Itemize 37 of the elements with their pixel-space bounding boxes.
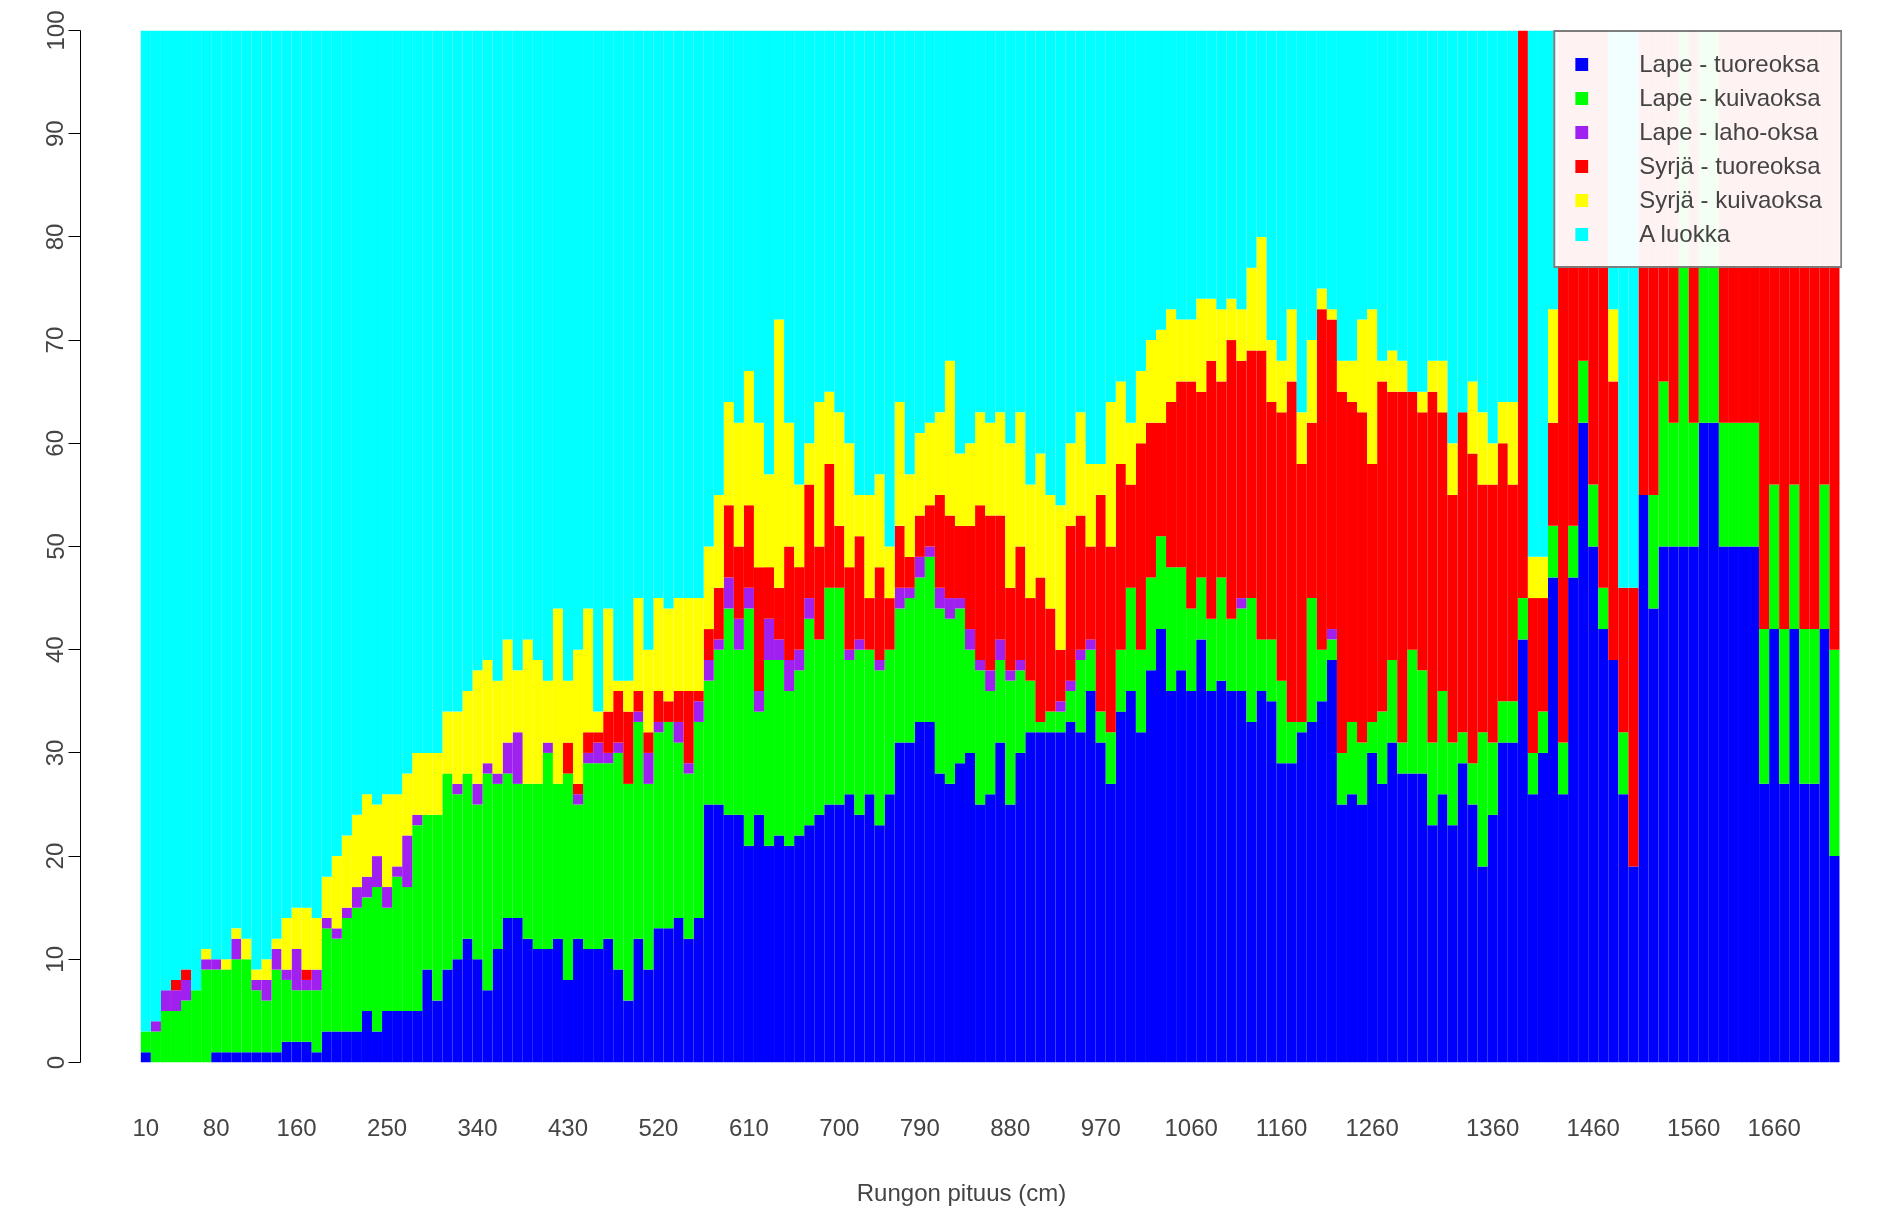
x-axis-title: Rungon pituus (cm) <box>856 1178 1067 1206</box>
y-tick-label: 20 <box>41 842 69 870</box>
y-tick-label: 40 <box>41 636 69 664</box>
legend-label: A luokka <box>1639 220 1730 248</box>
x-tick-label: 1660 <box>1747 1113 1801 1141</box>
x-tick-label: 790 <box>899 1113 940 1141</box>
y-tick-label: 0 <box>41 1055 69 1070</box>
x-tick-label: 610 <box>728 1113 769 1141</box>
legend-label: Lape - laho-oksa <box>1639 118 1819 146</box>
x-tick-label: 880 <box>990 1113 1031 1141</box>
x-tick-label: 1160 <box>1255 1113 1308 1141</box>
y-tick-label: 70 <box>41 326 69 354</box>
legend-label: Syrjä - kuivaoksa <box>1639 186 1822 214</box>
y-tick-label: 30 <box>41 739 69 767</box>
x-tick-label: 160 <box>276 1113 317 1141</box>
y-tick-label: 60 <box>41 429 69 457</box>
legend-label: Lape - tuoreoksa <box>1639 50 1820 78</box>
x-tick-label: 340 <box>457 1113 498 1141</box>
y-tick-label: 100 <box>41 10 69 51</box>
x-tick-label: 520 <box>638 1113 679 1141</box>
x-tick-label: 1060 <box>1164 1113 1218 1141</box>
y-tick-label: 10 <box>41 945 69 973</box>
x-tick-label: 1560 <box>1667 1113 1721 1141</box>
legend-label: Syrjä - tuoreoksa <box>1639 152 1821 180</box>
x-tick-label: 80 <box>202 1113 230 1141</box>
y-tick-label: 50 <box>41 533 69 560</box>
x-tick-label: 970 <box>1080 1113 1121 1141</box>
x-tick-label: 1360 <box>1466 1113 1520 1141</box>
x-tick-label: 1460 <box>1566 1113 1620 1141</box>
x-tick-label: 430 <box>547 1113 589 1141</box>
x-tick-label: 1260 <box>1345 1113 1399 1141</box>
legend-label: Lape - kuivaoksa <box>1639 84 1821 112</box>
x-tick-label: 700 <box>819 1113 860 1141</box>
x-tick-label: 10 <box>132 1113 160 1141</box>
y-tick-label: 90 <box>41 120 69 148</box>
x-tick-label: 250 <box>367 1113 408 1141</box>
y-tick-label: 80 <box>41 223 69 251</box>
